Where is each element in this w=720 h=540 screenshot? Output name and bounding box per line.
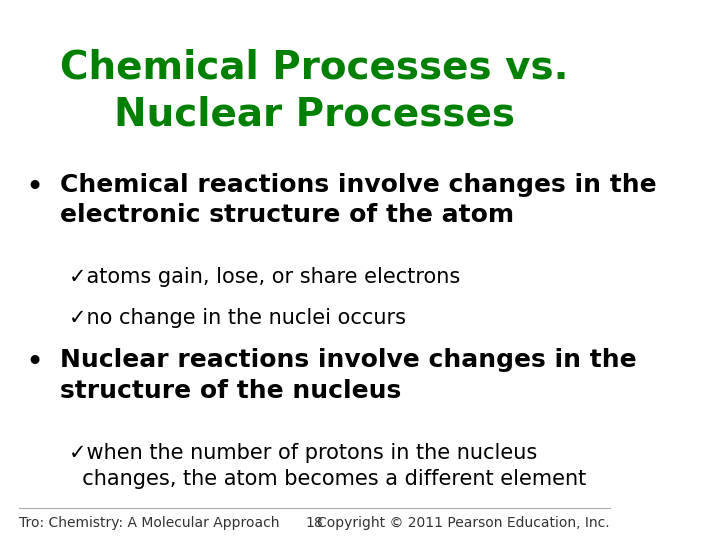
Text: Chemical reactions involve changes in the
electronic structure of the atom: Chemical reactions involve changes in th… bbox=[60, 173, 657, 227]
Text: ✓atoms gain, lose, or share electrons: ✓atoms gain, lose, or share electrons bbox=[69, 267, 460, 287]
Text: Tro: Chemistry: A Molecular Approach: Tro: Chemistry: A Molecular Approach bbox=[19, 516, 279, 530]
Text: •: • bbox=[25, 348, 43, 377]
Text: ✓when the number of protons in the nucleus
  changes, the atom becomes a differe: ✓when the number of protons in the nucle… bbox=[69, 443, 586, 489]
Text: Copyright © 2011 Pearson Education, Inc.: Copyright © 2011 Pearson Education, Inc. bbox=[317, 516, 610, 530]
Text: •: • bbox=[25, 173, 43, 202]
Text: ✓no change in the nuclei occurs: ✓no change in the nuclei occurs bbox=[69, 308, 406, 328]
Text: Chemical Processes vs.
Nuclear Processes: Chemical Processes vs. Nuclear Processes bbox=[60, 49, 568, 133]
Text: 18: 18 bbox=[305, 516, 323, 530]
Text: Nuclear reactions involve changes in the
structure of the nucleus: Nuclear reactions involve changes in the… bbox=[60, 348, 636, 403]
